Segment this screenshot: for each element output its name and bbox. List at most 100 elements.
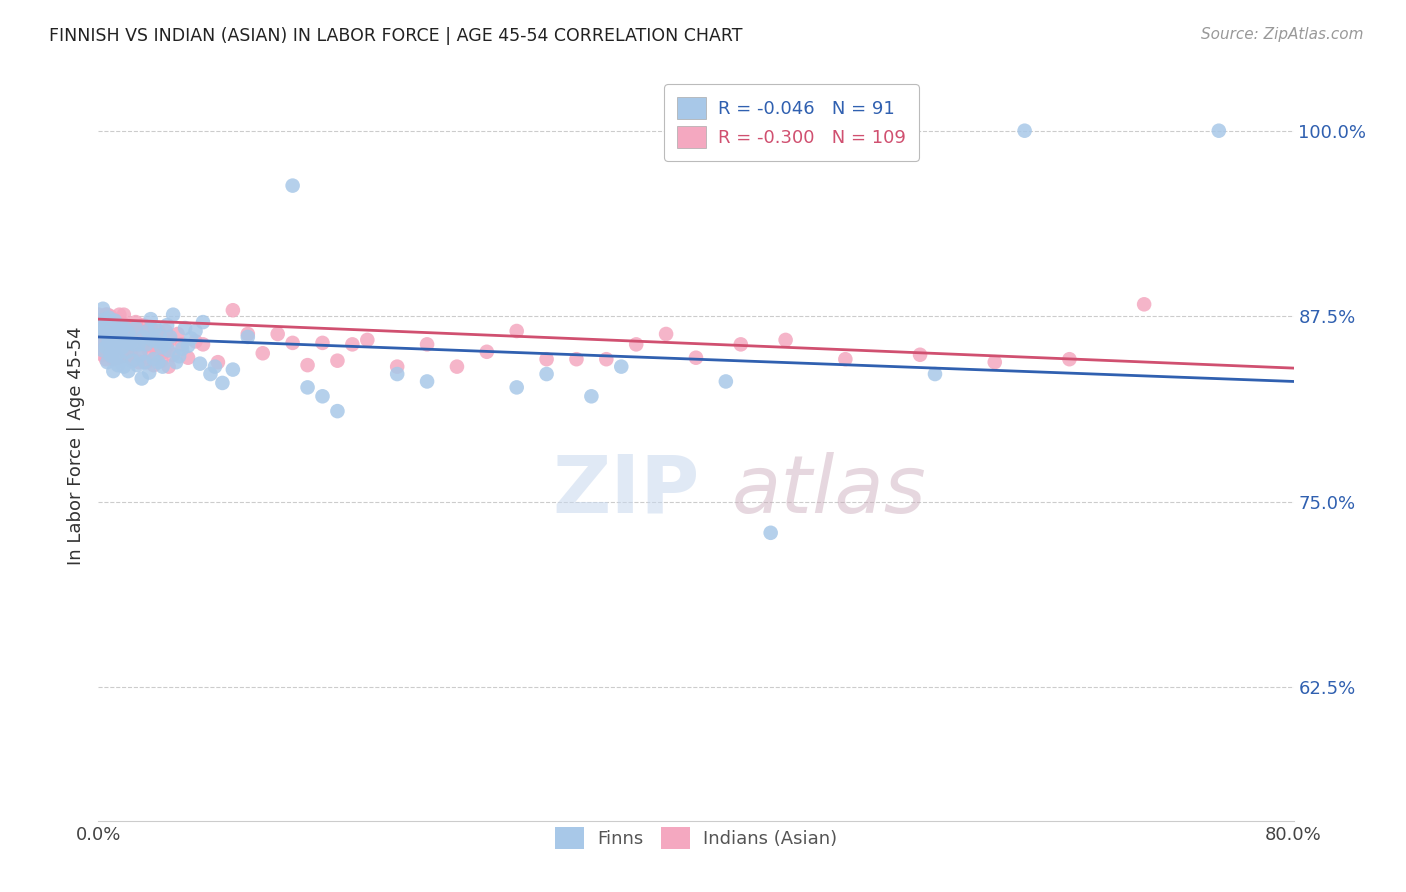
Point bbox=[153, 337, 176, 351]
Point bbox=[775, 333, 797, 347]
Point bbox=[94, 326, 117, 341]
Point bbox=[174, 321, 197, 335]
Point bbox=[162, 348, 184, 362]
Point bbox=[87, 322, 110, 336]
Point bbox=[101, 342, 124, 356]
Point bbox=[114, 334, 136, 349]
Point bbox=[908, 348, 931, 362]
Point bbox=[180, 331, 202, 345]
Point bbox=[112, 359, 135, 374]
Point bbox=[1014, 124, 1036, 138]
Point bbox=[166, 326, 188, 341]
Point bbox=[143, 328, 166, 343]
Point bbox=[103, 364, 125, 378]
Point bbox=[87, 334, 110, 349]
Point bbox=[108, 330, 131, 344]
Point bbox=[162, 308, 184, 322]
Point bbox=[97, 334, 120, 349]
Point bbox=[96, 308, 118, 322]
Point bbox=[267, 326, 290, 341]
Point bbox=[759, 525, 782, 540]
Point bbox=[94, 312, 117, 326]
Point bbox=[127, 334, 149, 349]
Text: ZIP: ZIP bbox=[553, 452, 700, 530]
Point bbox=[135, 337, 157, 351]
Point bbox=[281, 335, 304, 350]
Point bbox=[536, 367, 558, 381]
Point bbox=[93, 339, 115, 353]
Point bbox=[145, 334, 167, 349]
Point bbox=[506, 324, 529, 338]
Point bbox=[121, 353, 143, 368]
Point bbox=[111, 340, 134, 354]
Point bbox=[110, 337, 132, 351]
Point bbox=[595, 352, 617, 367]
Point bbox=[150, 353, 173, 368]
Point bbox=[565, 352, 588, 367]
Point bbox=[149, 334, 172, 349]
Point bbox=[236, 330, 259, 344]
Point bbox=[222, 362, 245, 376]
Point bbox=[101, 349, 124, 363]
Point bbox=[222, 303, 245, 318]
Point bbox=[326, 353, 349, 368]
Point bbox=[204, 359, 226, 374]
Point bbox=[124, 337, 146, 351]
Point bbox=[135, 355, 157, 369]
Point bbox=[142, 352, 165, 367]
Point bbox=[145, 348, 167, 362]
Text: atlas: atlas bbox=[733, 452, 927, 530]
Point bbox=[156, 318, 179, 332]
Point bbox=[152, 359, 174, 374]
Point bbox=[91, 301, 114, 316]
Point bbox=[1133, 297, 1156, 311]
Point bbox=[107, 324, 129, 338]
Point bbox=[236, 326, 259, 341]
Point bbox=[139, 321, 162, 335]
Point bbox=[138, 366, 160, 380]
Point bbox=[94, 352, 117, 367]
Point bbox=[107, 358, 129, 372]
Point bbox=[184, 324, 207, 338]
Point bbox=[132, 318, 155, 332]
Point bbox=[506, 380, 529, 394]
Point bbox=[385, 359, 409, 374]
Point bbox=[297, 358, 319, 372]
Y-axis label: In Labor Force | Age 45-54: In Labor Force | Age 45-54 bbox=[66, 326, 84, 566]
Point bbox=[90, 342, 112, 356]
Point bbox=[90, 331, 112, 345]
Point bbox=[105, 315, 128, 329]
Point bbox=[114, 342, 136, 356]
Point bbox=[111, 349, 134, 363]
Point bbox=[626, 337, 648, 351]
Point bbox=[610, 359, 633, 374]
Point bbox=[94, 308, 117, 322]
Point bbox=[107, 326, 129, 341]
Point bbox=[104, 340, 127, 354]
Point bbox=[98, 330, 122, 344]
Point bbox=[103, 326, 125, 340]
Point bbox=[475, 344, 498, 359]
Point bbox=[96, 355, 118, 369]
Point bbox=[103, 335, 125, 350]
Point bbox=[730, 337, 752, 351]
Point bbox=[125, 315, 148, 329]
Point bbox=[107, 351, 129, 365]
Point bbox=[115, 344, 138, 359]
Point bbox=[91, 330, 114, 344]
Point bbox=[114, 318, 136, 332]
Point bbox=[924, 367, 946, 381]
Point bbox=[172, 342, 194, 356]
Point bbox=[297, 380, 319, 394]
Point bbox=[581, 389, 603, 403]
Point bbox=[152, 330, 174, 344]
Point bbox=[101, 321, 124, 335]
Point bbox=[655, 326, 678, 341]
Point bbox=[157, 343, 180, 358]
Point bbox=[90, 317, 112, 331]
Text: FINNISH VS INDIAN (ASIAN) IN LABOR FORCE | AGE 45-54 CORRELATION CHART: FINNISH VS INDIAN (ASIAN) IN LABOR FORCE… bbox=[49, 27, 742, 45]
Point bbox=[536, 352, 558, 367]
Point bbox=[93, 324, 115, 338]
Point bbox=[416, 375, 439, 389]
Point bbox=[127, 358, 149, 372]
